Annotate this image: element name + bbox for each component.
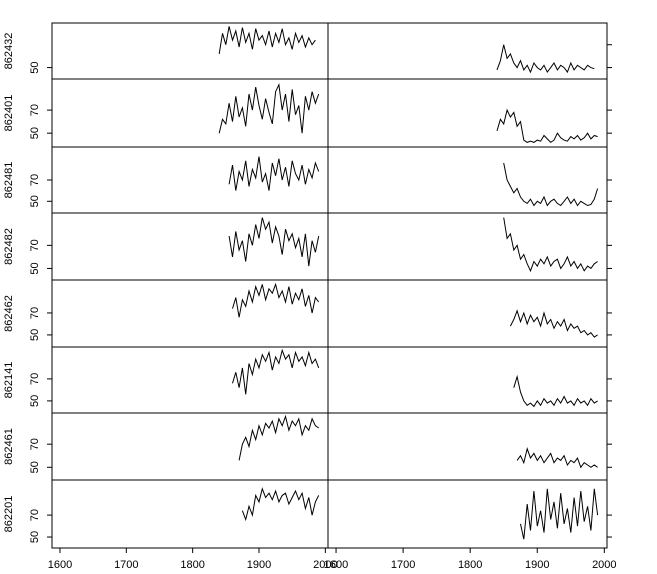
series-line <box>496 44 595 74</box>
x-tick-label: 1700 <box>114 559 138 571</box>
x-tick-label: 2000 <box>592 559 616 571</box>
y-tick-label: 50 <box>29 262 41 274</box>
y-tick-label: 50 <box>29 531 41 543</box>
panel-frame <box>51 479 329 549</box>
series-line <box>238 414 319 461</box>
panel-frame <box>327 212 608 281</box>
series-line <box>228 217 320 267</box>
series-line <box>503 162 599 207</box>
panel-frame <box>327 78 608 148</box>
y-axis-label: 862201 <box>3 496 15 533</box>
y-tick-label: 50 <box>29 329 41 341</box>
x-tick-label: 1600 <box>324 559 348 571</box>
y-tick-label: 70 <box>29 438 41 450</box>
y-axis-label: 862461 <box>3 428 15 465</box>
series-line <box>496 108 598 144</box>
panel-frame <box>51 212 329 281</box>
y-tick-label: 50 <box>29 127 41 139</box>
panel-frame <box>51 146 329 214</box>
series-line <box>228 156 320 191</box>
y-tick-label: 70 <box>29 239 41 251</box>
y-tick-label: 70 <box>29 104 41 116</box>
panel-frame <box>51 279 329 348</box>
series-line <box>241 487 320 522</box>
series-line <box>232 282 320 318</box>
series-line <box>509 309 598 338</box>
series-line <box>232 348 320 395</box>
y-axis-label: 862481 <box>3 162 15 199</box>
panel-frame <box>327 146 608 214</box>
x-tick-label: 1900 <box>525 559 549 571</box>
y-axis-label: 862482 <box>3 228 15 265</box>
x-tick-label: 1800 <box>180 559 204 571</box>
x-tick-label: 1700 <box>391 559 415 571</box>
y-axis-label: 862141 <box>3 362 15 399</box>
panel-frame <box>327 412 608 481</box>
panel-frame <box>51 22 329 80</box>
series-line <box>503 217 598 273</box>
panel-frame <box>327 279 608 348</box>
x-tick-label: 1800 <box>458 559 482 571</box>
y-tick-label: 50 <box>29 195 41 207</box>
series-line <box>516 447 598 469</box>
y-tick-label: 50 <box>29 461 41 473</box>
x-tick-label: 2000 <box>313 559 337 571</box>
y-axis-label: 862432 <box>3 33 15 70</box>
panel-frame <box>51 78 329 148</box>
series-line <box>218 26 316 54</box>
y-tick-label: 70 <box>29 174 41 186</box>
panel-frame <box>327 479 608 549</box>
y-axis-label: 862462 <box>3 295 15 332</box>
y-tick-label: 50 <box>29 61 41 73</box>
series-line <box>520 488 599 540</box>
y-axis-label: 862401 <box>3 95 15 132</box>
series-line <box>218 83 320 134</box>
x-tick-label: 1600 <box>48 559 72 571</box>
panel-frame <box>327 346 608 414</box>
y-tick-label: 50 <box>29 395 41 407</box>
series-line <box>513 374 598 408</box>
y-tick-label: 70 <box>29 373 41 385</box>
y-tick-label: 70 <box>29 307 41 319</box>
x-tick-label: 1900 <box>247 559 271 571</box>
y-tick-label: 70 <box>29 509 41 521</box>
panel-frame <box>327 22 608 80</box>
